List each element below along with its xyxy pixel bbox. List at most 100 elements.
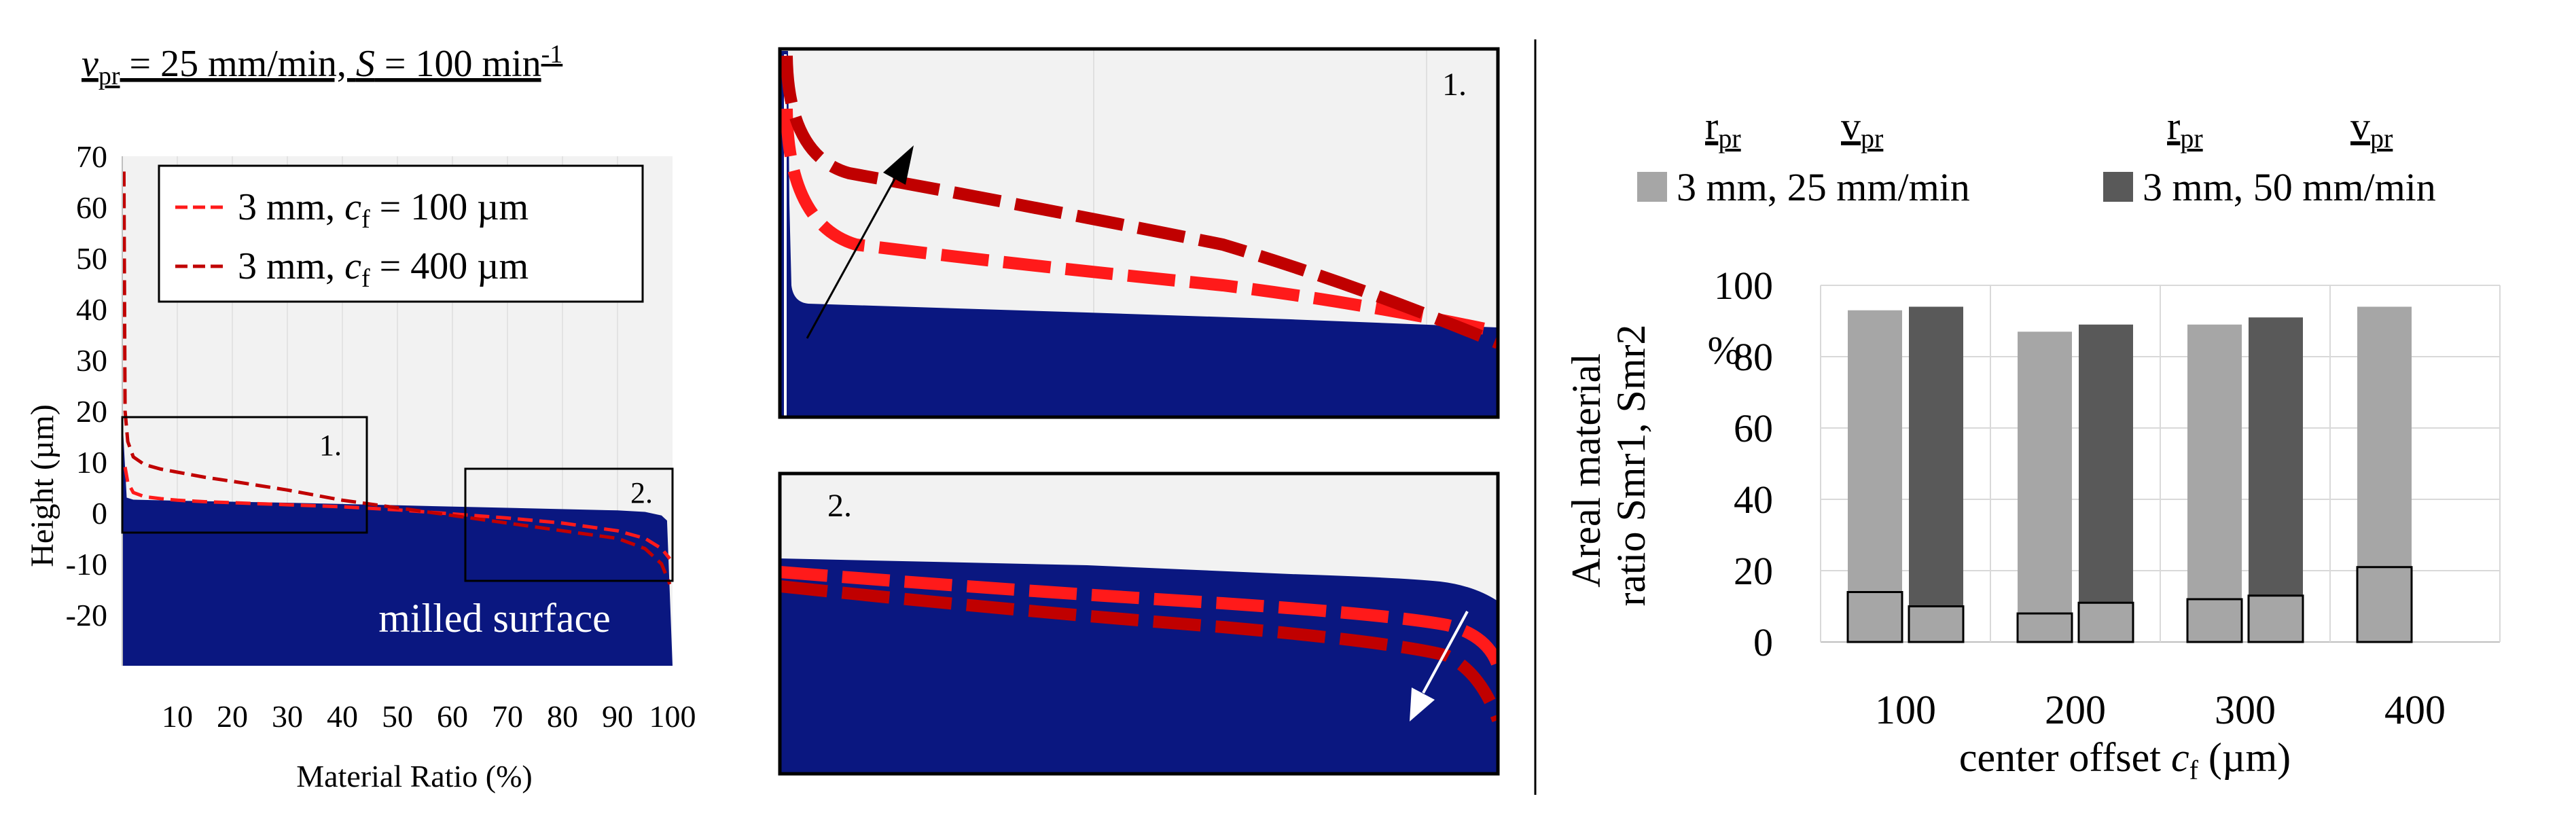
left-y-tick-label: -20: [66, 598, 107, 632]
left-x-tick-label: 50: [382, 699, 413, 734]
left-y-tick-labels: 70 60 50 40 30 20 10 0 -10 -20: [66, 139, 107, 632]
bar-smr2: [2018, 332, 2072, 642]
zoom-box-1-label: 1.: [319, 429, 342, 462]
zoom-panel-2-line-cf-100: [780, 566, 1498, 668]
right-chart: rpr vpr rpr vpr 3 mm, 25 mm/min 3 mm, 50…: [1564, 104, 2501, 785]
left-x-tick-label: 20: [217, 699, 248, 734]
bar-smr2: [2249, 317, 2303, 642]
bar-smr1: [2356, 566, 2413, 643]
left-legend-box: [158, 164, 644, 303]
left-x-tick-label: 90: [602, 699, 633, 734]
bar-smr2: [2187, 324, 2242, 642]
title-s-superscript: -1: [541, 40, 563, 69]
left-x-axis-title: Material Ratio (%): [296, 759, 532, 793]
bar-smr2: [1909, 306, 1963, 642]
left-x-tick-labels: 10 20 30 40 50 60 70 80 90 100: [162, 699, 696, 734]
left-y-tick-label: 70: [76, 139, 107, 174]
milled-surface-label: milled surface: [378, 596, 611, 641]
right-unit-label: %: [1708, 328, 1740, 372]
left-y-tick-label: 30: [76, 343, 107, 378]
right-y-tick-label: 80: [1734, 335, 1773, 379]
zoom-panel-2-arrow: [1422, 611, 1469, 694]
left-y-tick-label: 0: [92, 496, 107, 531]
title-v-symbol: v: [82, 43, 99, 85]
zoom-panel-1: 1.: [778, 47, 1500, 419]
legend-header-r-2: rpr: [2167, 104, 2203, 154]
zoom-panel-1-arrow-head: [883, 145, 914, 185]
zoom-panel-2-frame: [778, 471, 1500, 776]
right-x-tick-labels: 100 200 300 400: [1875, 688, 2446, 732]
zoom-panel-2-line-cf-400: [780, 580, 1498, 723]
zoom-panel-1-frame: [778, 47, 1500, 419]
left-chart: vpr = 25 mm/min, S = 100 min-1 70 60 50 40 3…: [24, 40, 696, 793]
legend-swatch-50-mm-min: [2103, 172, 2133, 202]
right-x-tick-label: 200: [2045, 688, 2106, 732]
zoom-panel-1-surface: [780, 51, 1498, 417]
left-x-tick-label: 30: [272, 699, 303, 734]
legend-label-cf-400: 3 mm, cf = 400 µm: [238, 245, 529, 293]
right-y-tick-labels: 100 80 60 40 20 0: [1714, 264, 1773, 664]
right-bars: [1846, 306, 2413, 643]
right-y-tick-label: 60: [1734, 406, 1773, 450]
left-y-tick-label: 60: [76, 190, 107, 225]
zoom-box-2: [464, 467, 674, 582]
right-y-tick-label: 100: [1714, 264, 1773, 308]
legend-label-cf-100: 3 mm, cf = 100 µm: [238, 186, 529, 234]
bar-smr2: [1848, 310, 1902, 642]
legend-header-v-1: vpr: [1841, 104, 1883, 154]
bar-smr2: [2079, 324, 2133, 642]
right-y-tick-label: 20: [1734, 549, 1773, 593]
legend-swatch-25-mm-min: [1637, 172, 1667, 202]
right-legend-header: rpr vpr rpr vpr: [1705, 104, 2393, 154]
zoom-panel-2: 2.: [778, 471, 1500, 776]
left-y-axis-title: Height (µm): [24, 404, 60, 567]
zoom-box-2-label: 2.: [630, 476, 653, 510]
title-v-subscript: pr: [99, 62, 120, 90]
left-legend: 3 mm, cf = 100 µm 3 mm, cf = 400 µm: [158, 164, 644, 303]
left-x-tick-label: 100: [649, 699, 696, 734]
left-y-tick-label: 40: [76, 292, 107, 327]
series-line-cf-400: [122, 171, 672, 585]
legend-header-v-2: vpr: [2350, 104, 2393, 154]
right-y-axis-title-line-1: Areal material: [1564, 353, 1609, 588]
left-y-tick-label: 10: [76, 445, 107, 480]
title-s-rest: = 100 min: [375, 43, 541, 85]
bar-smr1: [1908, 605, 1965, 643]
bar-smr1: [2247, 594, 2304, 643]
left-x-tick-label: 40: [327, 699, 358, 734]
series-line-cf-100: [123, 467, 671, 560]
right-x-tick-label: 400: [2384, 688, 2446, 732]
left-y-tick-label: 20: [76, 394, 107, 429]
left-y-tick-label: 50: [76, 241, 107, 276]
zoom-panel-2-label: 2.: [827, 488, 852, 524]
bar-smr1: [2186, 598, 2243, 643]
right-x-axis-title: center offset cf (µm): [1959, 735, 2291, 785]
milled-surface-area: [122, 416, 673, 666]
legend-label-50-mm-min: 3 mm, 50 mm/min: [2143, 165, 2436, 209]
title-s-symbol: S: [356, 43, 375, 85]
left-chart-title: vpr = 25 mm/min, S = 100 min-1: [82, 40, 562, 90]
zoom-box-1: [121, 416, 368, 534]
zoom-panel-1-line-cf-400: [781, 55, 1498, 349]
title-v-rest: = 25 mm/min,: [120, 43, 356, 85]
left-x-tick-label: 60: [437, 699, 468, 734]
left-x-tick-label: 70: [492, 699, 523, 734]
right-y-tick-label: 40: [1734, 478, 1773, 522]
zoom-panel-2-arrow-head: [1410, 688, 1435, 721]
left-y-tick-label: -10: [66, 547, 107, 582]
bar-smr1: [1846, 591, 1903, 643]
zoom-panel-2-surface: [780, 558, 1498, 774]
left-x-tick-label: 80: [547, 699, 578, 734]
legend-header-r-1: rpr: [1705, 104, 1741, 154]
right-x-tick-label: 300: [2215, 688, 2276, 732]
zoom-panel-1-arrow: [806, 175, 898, 339]
bar-smr1: [2016, 612, 2073, 643]
right-y-tick-label: 0: [1753, 620, 1773, 664]
bar-smr1: [2077, 601, 2134, 643]
legend-label-25-mm-min: 3 mm, 25 mm/min: [1677, 165, 1970, 209]
left-x-tick-label: 10: [162, 699, 193, 734]
right-y-axis-title: Areal material ratio Smr1, Smr2: [1564, 325, 1653, 607]
right-y-axis-title-line-2: ratio Smr1, Smr2: [1609, 325, 1653, 607]
zoom-panel-1-label: 1.: [1442, 67, 1467, 103]
right-x-tick-label: 100: [1875, 688, 1936, 732]
